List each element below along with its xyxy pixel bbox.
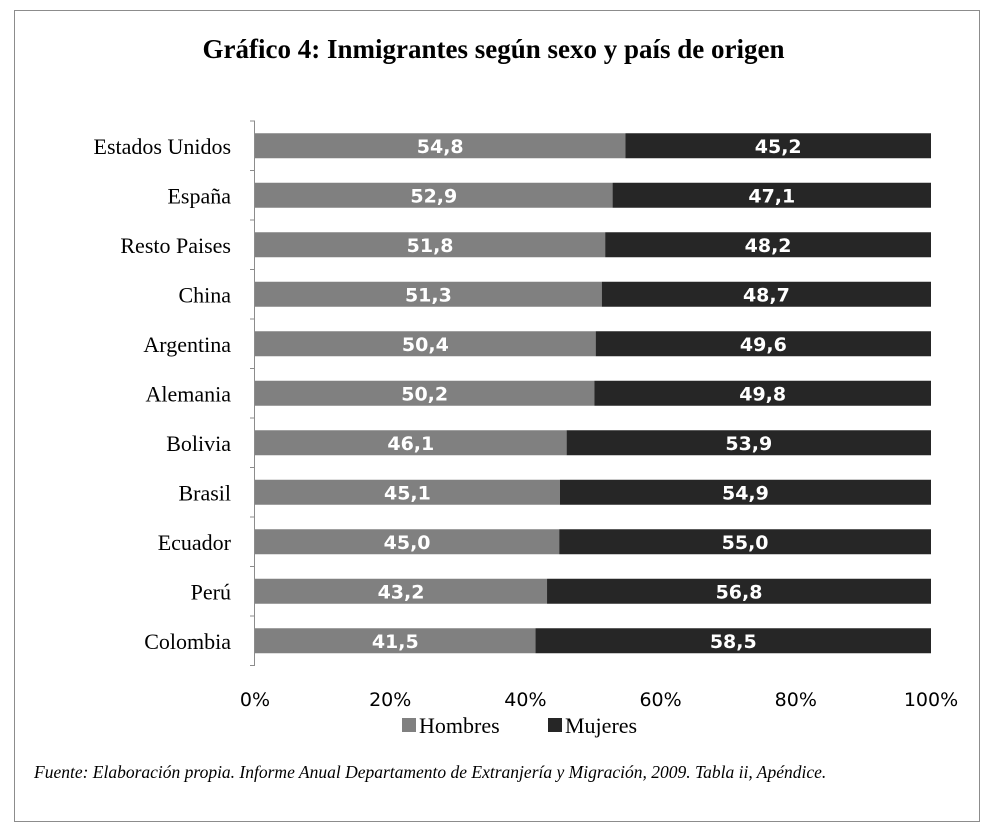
category-label: Bolivia	[166, 431, 231, 456]
x-tick-label: 60%	[639, 689, 681, 711]
data-label: 48,7	[743, 284, 790, 306]
data-label: 54,9	[722, 482, 769, 504]
data-label: 43,2	[378, 581, 425, 603]
legend-swatch-mujeres	[548, 718, 562, 732]
bar-hombres	[255, 232, 606, 258]
data-label: 52,9	[410, 185, 457, 207]
bar-hombres	[255, 331, 596, 357]
bar-hombres	[255, 380, 595, 406]
category-label: Perú	[191, 579, 231, 604]
data-label: 49,6	[740, 334, 787, 356]
category-label: Colombia	[144, 629, 231, 654]
bar-mujeres	[625, 133, 931, 159]
bar-hombres	[255, 430, 567, 456]
bar-hombres	[255, 578, 548, 604]
data-label: 55,0	[722, 532, 769, 554]
category-label: Ecuador	[158, 530, 232, 555]
x-tick-label: 20%	[369, 689, 411, 711]
category-label: Resto Paises	[120, 233, 231, 258]
data-label: 47,1	[748, 185, 795, 207]
bar-mujeres	[535, 628, 931, 654]
data-label: 50,2	[401, 383, 448, 405]
legend-label-hombres: Hombres	[419, 713, 500, 738]
x-tick-label: 80%	[775, 689, 817, 711]
category-label: Estados Unidos	[94, 134, 232, 159]
bar-hombres	[255, 182, 613, 208]
x-tick-label: 0%	[240, 689, 270, 711]
data-label: 58,5	[710, 631, 757, 653]
category-label: Alemania	[145, 381, 231, 406]
category-label: Brasil	[178, 480, 231, 505]
x-tick-label: 100%	[904, 689, 958, 711]
data-label: 48,2	[745, 235, 792, 257]
data-label: 54,8	[417, 136, 464, 158]
bar-mujeres	[559, 529, 931, 555]
bar-mujeres	[547, 578, 931, 604]
bar-mujeres	[605, 232, 931, 258]
source-note: Fuente: Elaboración propia. Informe Anua…	[34, 762, 827, 782]
data-label: 56,8	[716, 581, 763, 603]
data-label: 46,1	[387, 433, 434, 455]
data-label: 53,9	[725, 433, 772, 455]
legend-label-mujeres: Mujeres	[565, 713, 637, 738]
bar-mujeres	[559, 479, 931, 505]
data-label: 49,8	[739, 383, 786, 405]
data-label: 51,8	[407, 235, 454, 257]
bar-mujeres	[594, 380, 931, 406]
data-label: 41,5	[372, 631, 419, 653]
bar-mujeres	[595, 331, 931, 357]
bar-hombres	[255, 479, 560, 505]
data-label: 45,2	[755, 136, 802, 158]
bar-hombres	[255, 529, 560, 555]
data-label: 51,3	[405, 284, 452, 306]
legend-swatch-hombres	[402, 718, 416, 732]
data-label: 50,4	[402, 334, 449, 356]
bar-hombres	[255, 628, 536, 654]
bar-mujeres	[601, 281, 931, 307]
category-label: China	[178, 282, 231, 307]
category-label: Argentina	[143, 332, 231, 357]
bar-mujeres	[612, 182, 931, 208]
data-label: 45,1	[384, 482, 431, 504]
category-label: España	[167, 183, 231, 208]
bar-hombres	[255, 281, 602, 307]
bar-hombres	[255, 133, 626, 159]
chart-title: Gráfico 4: Inmigrantes según sexo y país…	[202, 34, 785, 64]
x-tick-label: 40%	[504, 689, 546, 711]
bar-mujeres	[566, 430, 931, 456]
data-label: 45,0	[384, 532, 431, 554]
stacked-bar-chart: 54,8 45,2 Estados Unidos 52,9 47,1 España 51,8…	[94, 120, 958, 738]
